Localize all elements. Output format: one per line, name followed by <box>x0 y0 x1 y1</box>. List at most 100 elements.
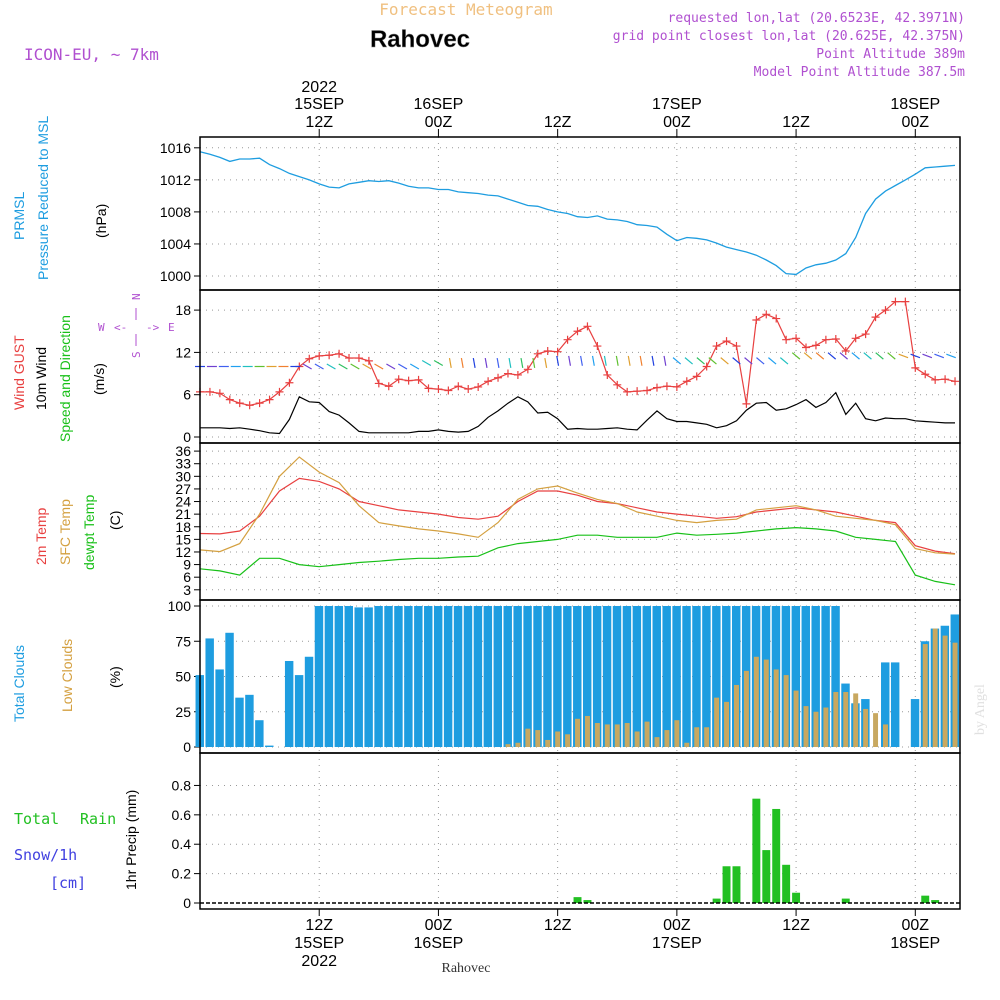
gust-marker <box>802 343 811 352</box>
gust-marker <box>225 395 234 404</box>
wind-direction-arrow <box>591 355 595 366</box>
wind-direction-arrow <box>362 363 372 370</box>
wind-direction-arrow <box>815 352 825 360</box>
total-clouds-bar <box>563 606 572 747</box>
y-tick-label: 12 <box>175 344 191 360</box>
panel-frame <box>199 289 961 444</box>
gust-marker <box>583 322 592 331</box>
sfc-temp-label: SFC Temp <box>57 499 73 565</box>
total-clouds-bar <box>334 606 344 747</box>
gust-marker <box>623 387 632 396</box>
gust-marker <box>434 385 443 394</box>
gust-marker <box>881 306 890 315</box>
top-axis-hour: 12Z <box>782 114 810 131</box>
top-axis-hour: 00Z <box>902 114 930 131</box>
gust-marker <box>841 346 850 355</box>
wind-direction-arrow <box>851 352 860 360</box>
clouds-unit: (%) <box>107 666 123 688</box>
compass-s: S <box>130 351 143 358</box>
low-clouds-bar <box>843 692 849 747</box>
gust-marker <box>851 334 860 343</box>
total-clouds-bar <box>543 606 552 747</box>
top-axis-date: 16SEP <box>414 96 464 113</box>
total-clouds-bar <box>712 606 721 747</box>
wind-direction-arrow <box>922 353 933 359</box>
gust-marker <box>901 297 910 306</box>
total-clouds-bar <box>881 662 890 747</box>
gust-marker <box>474 382 483 391</box>
total-clouds-bar <box>394 606 403 747</box>
wind-direction-arrow <box>508 357 512 369</box>
top-axis-date: 17SEP <box>652 96 702 113</box>
low-clouds-bar <box>604 724 610 747</box>
y-tick-label: 18 <box>175 519 191 535</box>
bottom-axis-hour: 00Z <box>663 917 691 934</box>
total-clouds-bar <box>602 606 612 747</box>
low-clouds-bar <box>952 642 958 747</box>
gust-marker <box>722 337 731 346</box>
total-clouds-bar <box>483 606 493 747</box>
low-clouds-bar <box>863 708 869 747</box>
total-clouds-bar <box>513 606 522 747</box>
low-clouds-label: Low Clouds <box>59 639 75 712</box>
y-tick-label: 24 <box>175 494 191 510</box>
wind-direction-arrow <box>708 357 717 365</box>
rain-bar <box>792 892 801 903</box>
low-clouds-bar <box>793 690 799 747</box>
bottom-axis-hour: 12Z <box>544 917 572 934</box>
wind-direction-arrow <box>627 355 631 366</box>
y-tick-label: 0 <box>183 429 191 445</box>
gust-marker <box>752 315 761 324</box>
total-clouds-bar <box>682 606 691 747</box>
wind-direction-arrow <box>544 357 548 369</box>
y-tick-label: 0 <box>183 895 191 911</box>
y-tick-label: 1004 <box>160 236 191 252</box>
gust-marker <box>454 382 463 391</box>
total-clouds-bar <box>225 632 234 747</box>
y-tick-label: 27 <box>175 481 191 497</box>
gust-marker <box>593 342 602 351</box>
gust-marker <box>672 382 681 391</box>
gust-marker <box>633 387 642 396</box>
gust-marker <box>921 370 930 379</box>
total-clouds-bar <box>702 606 711 747</box>
wind-direction-arrow <box>568 355 572 366</box>
precip-rain-label: Rain <box>80 810 116 828</box>
location-title: Rahovec <box>370 26 470 53</box>
compass-right-arrow: -> <box>146 321 160 334</box>
rain-bar <box>921 895 930 903</box>
gust-marker <box>702 362 711 371</box>
gust-marker <box>255 399 264 408</box>
rain-bar <box>722 866 731 903</box>
gust-marker <box>821 335 830 344</box>
wind-direction-arrow <box>326 363 336 370</box>
y-tick-label: 0.8 <box>172 777 192 793</box>
low-clouds-bar <box>783 675 789 747</box>
wind-direction-arrow <box>887 352 896 360</box>
total-clouds-bar <box>662 606 671 747</box>
requested-coords: requested lon,lat (20.6523E, 42.3971N) <box>668 11 965 26</box>
total-clouds-bar <box>652 606 661 747</box>
bottom-axis-hour: 00Z <box>902 917 930 934</box>
gust-marker <box>712 342 721 351</box>
total-clouds-bar <box>294 675 304 747</box>
total-clouds-bar <box>732 606 741 747</box>
gust-marker <box>662 382 671 391</box>
total-clouds-bar <box>414 606 423 747</box>
gust-marker <box>354 354 363 363</box>
panel-frame <box>199 136 961 291</box>
bottom-axis-date: 16SEP <box>414 935 464 952</box>
wind-speed-dir-label: Speed and Direction <box>57 315 73 442</box>
total-clouds-bar <box>533 606 542 747</box>
wind-direction-arrow <box>756 357 765 365</box>
gust-marker <box>335 349 344 358</box>
total-clouds-bar <box>642 606 652 747</box>
low-clouds-bar <box>694 727 700 747</box>
gust-marker <box>811 341 820 350</box>
y-tick-label: 1008 <box>160 204 191 220</box>
gust-marker <box>682 377 691 386</box>
bottom-axis-hour: 12Z <box>305 917 333 934</box>
top-axis-date: 15SEP <box>294 96 344 113</box>
gust-marker <box>643 386 652 395</box>
y-tick-label: 30 <box>175 468 191 484</box>
